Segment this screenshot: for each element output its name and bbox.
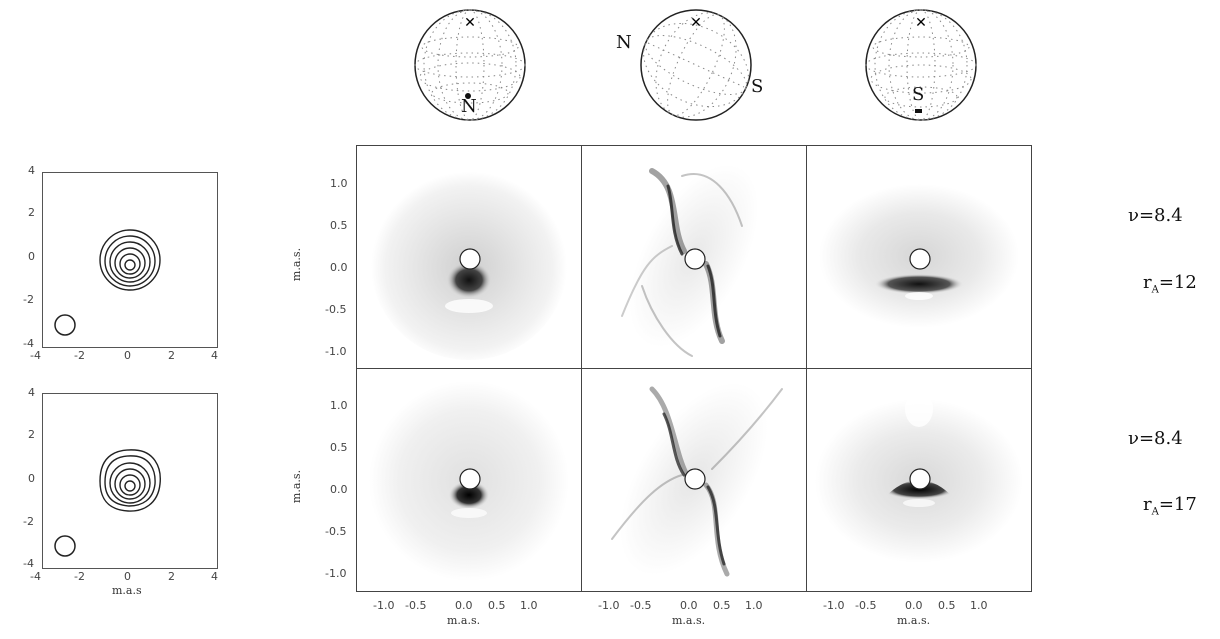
left-plot-top <box>42 172 218 348</box>
row2-nu-label: ν=8.4 <box>1128 428 1183 449</box>
xtick: -0.5 <box>405 599 427 612</box>
row2-ra-label: rA=17 <box>1143 494 1197 518</box>
xtick: 2 <box>168 349 175 362</box>
xtick: 4 <box>211 349 218 362</box>
main-xlabel-col2: m.a.s. <box>672 614 706 627</box>
ytick: 0.5 <box>330 219 348 232</box>
xtick: 1.0 <box>970 599 988 612</box>
ytick: 0.0 <box>330 261 348 274</box>
svg-text:✕: ✕ <box>915 15 927 31</box>
beam-circle <box>54 314 76 336</box>
ytick: -2 <box>23 293 34 306</box>
origin-marker-circle <box>459 468 481 490</box>
ytick: 4 <box>28 164 35 177</box>
ytick: -1.0 <box>325 567 347 580</box>
xtick: -1.0 <box>598 599 620 612</box>
xtick: -4 <box>30 349 41 362</box>
xtick: -4 <box>30 570 41 583</box>
ytick: -1.0 <box>325 345 347 358</box>
contour-map <box>54 449 161 557</box>
row1-ra-subscript: A <box>1151 284 1159 296</box>
xtick: -2 <box>74 570 85 583</box>
xtick: 0.5 <box>713 599 731 612</box>
xtick: -1.0 <box>373 599 395 612</box>
contour-map <box>54 229 161 336</box>
globe-1-pole-label: N <box>461 96 477 117</box>
ytick: 0 <box>28 472 35 485</box>
ytick: -4 <box>23 337 34 350</box>
row1-nu-label: ν=8.4 <box>1128 205 1183 226</box>
row2-ra-symbol: r <box>1143 494 1152 515</box>
origin-marker-circle <box>909 468 931 490</box>
ytick: -0.5 <box>325 525 347 538</box>
globe-3-pole-label: S <box>912 84 925 105</box>
main-ylabel-row1: m.a.s. <box>290 247 304 282</box>
ytick: -4 <box>23 557 34 570</box>
panel-r1-c3 <box>807 146 1031 368</box>
ytick: -2 <box>23 515 34 528</box>
xtick: 0.5 <box>938 599 956 612</box>
globe-2-pole-label-left: N <box>616 32 632 53</box>
row2-ra-value: =17 <box>1158 494 1197 515</box>
panel-r2-c1 <box>357 369 581 591</box>
left-plot-xlabel: m.a.s <box>112 584 142 597</box>
svg-text:✕: ✕ <box>690 15 702 31</box>
row1-ra-symbol: r <box>1143 272 1152 293</box>
ytick: 2 <box>28 428 35 441</box>
xtick: 1.0 <box>745 599 763 612</box>
xtick: 1.0 <box>520 599 538 612</box>
svg-text:✕: ✕ <box>464 15 476 31</box>
xtick: 0.5 <box>488 599 506 612</box>
origin-marker-circle <box>684 248 706 270</box>
origin-marker-circle <box>459 248 481 270</box>
ytick: 0.5 <box>330 441 348 454</box>
xtick: 0.0 <box>905 599 923 612</box>
panel-r1-c1 <box>357 146 581 368</box>
globe-2-pole-label-right: S <box>751 76 764 97</box>
origin-marker-circle <box>684 468 706 490</box>
ytick: 0.0 <box>330 483 348 496</box>
globe-3: ✕ <box>865 9 977 121</box>
xtick: -1.0 <box>823 599 845 612</box>
xtick: -0.5 <box>630 599 652 612</box>
main-xlabel-col3: m.a.s. <box>897 614 931 627</box>
panel-r2-c2 <box>582 369 806 591</box>
xtick: 0.0 <box>680 599 698 612</box>
xtick: -2 <box>74 349 85 362</box>
row1-ra-value: =12 <box>1158 272 1197 293</box>
row2-ra-subscript: A <box>1151 506 1159 518</box>
ytick: 2 <box>28 206 35 219</box>
ytick: 0 <box>28 250 35 263</box>
ytick: 1.0 <box>330 399 348 412</box>
xtick: -0.5 <box>855 599 877 612</box>
globe-2: ✕ <box>640 9 752 121</box>
left-plot-bottom <box>42 393 218 569</box>
row1-ra-label: rA=12 <box>1143 272 1197 296</box>
beam-circle <box>54 535 76 557</box>
globe-1: ✕ <box>414 9 526 121</box>
panel-r2-c3 <box>807 369 1031 591</box>
xtick: 4 <box>211 570 218 583</box>
main-ylabel-row2: m.a.s. <box>290 469 304 504</box>
ytick: -0.5 <box>325 303 347 316</box>
xtick: 2 <box>168 570 175 583</box>
main-panel-grid <box>356 145 1032 592</box>
ytick: 4 <box>28 386 35 399</box>
origin-marker-circle <box>909 248 931 270</box>
xtick: 0 <box>124 349 131 362</box>
ytick: 1.0 <box>330 177 348 190</box>
panel-r1-c2 <box>582 146 806 368</box>
xtick: 0.0 <box>455 599 473 612</box>
main-xlabel-col1: m.a.s. <box>447 614 481 627</box>
grid-divider-horizontal <box>357 368 1031 369</box>
xtick: 0 <box>124 570 131 583</box>
